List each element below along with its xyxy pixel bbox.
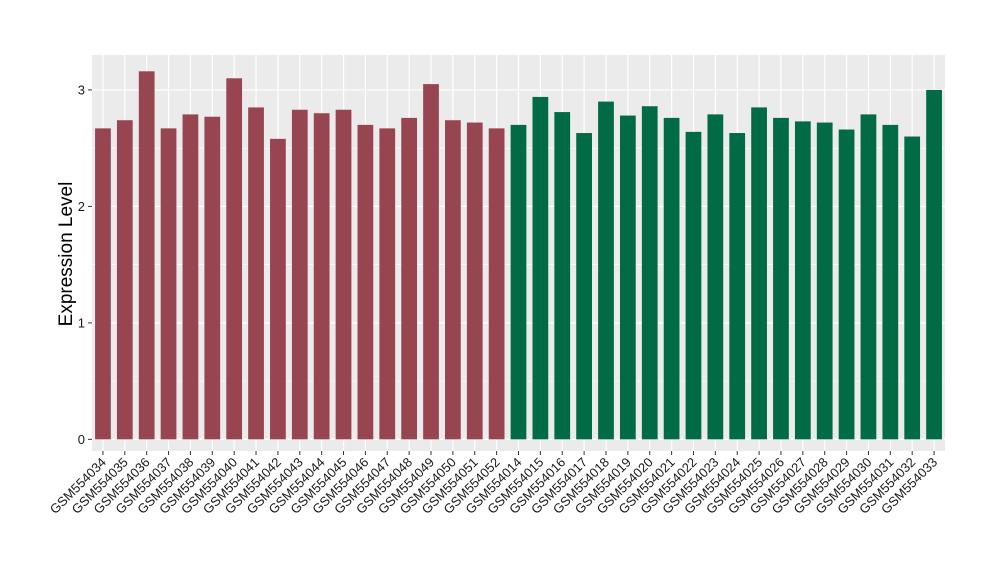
bar-GSM554048 (401, 117, 418, 440)
bar-GSM554035 (116, 120, 133, 440)
bar-GSM554041 (248, 107, 264, 440)
bar-GSM554038 (182, 114, 199, 440)
bars (95, 71, 942, 440)
bar-GSM554029 (838, 129, 855, 440)
bar-GSM554021 (663, 117, 680, 440)
bar-GSM554026 (773, 117, 789, 440)
bar-GSM554018 (598, 101, 614, 440)
y-axis: 0 1 2 3 (78, 82, 92, 447)
bar-GSM554031 (882, 124, 899, 440)
bar-GSM554024 (729, 133, 746, 440)
bar-GSM554042 (270, 138, 286, 440)
bar-GSM554023 (707, 114, 724, 440)
bar-GSM554040 (226, 78, 243, 440)
bar-GSM554037 (160, 128, 177, 440)
x-axis: GSM554034GSM554035GSM554036GSM554037GSM5… (47, 451, 940, 517)
bar-GSM554036 (138, 71, 155, 440)
bar-GSM554044 (313, 113, 330, 440)
bar-GSM554027 (794, 121, 811, 440)
bar-GSM554050 (445, 120, 461, 440)
bar-GSM554034 (95, 128, 111, 440)
bar-GSM554019 (619, 115, 636, 440)
bar-GSM554014 (510, 124, 527, 440)
bar-GSM554017 (576, 133, 592, 440)
bar-GSM554025 (751, 107, 767, 440)
bar-GSM554043 (291, 109, 308, 440)
bar-GSM554046 (357, 124, 374, 440)
bar-GSM554039 (204, 116, 221, 440)
y-tick-label: 0 (78, 432, 85, 447)
bar-GSM554052 (488, 128, 505, 440)
bar-GSM554033 (926, 89, 942, 440)
bar-GSM554051 (466, 122, 483, 440)
bar-GSM554022 (685, 131, 702, 440)
y-tick-label: 2 (78, 199, 85, 214)
bar-GSM554020 (641, 106, 658, 440)
bar-GSM554015 (532, 96, 549, 440)
y-axis-title: Expression Level (56, 182, 77, 327)
bar-GSM554028 (816, 122, 833, 440)
bar-GSM554032 (904, 136, 921, 440)
y-tick-label: 1 (78, 315, 85, 330)
bar-GSM554016 (554, 112, 571, 440)
bar-GSM554049 (423, 84, 439, 440)
bar-GSM554045 (335, 109, 352, 440)
bar-GSM554030 (860, 114, 877, 440)
y-tick-label: 3 (78, 82, 85, 97)
bar-GSM554047 (379, 128, 396, 440)
